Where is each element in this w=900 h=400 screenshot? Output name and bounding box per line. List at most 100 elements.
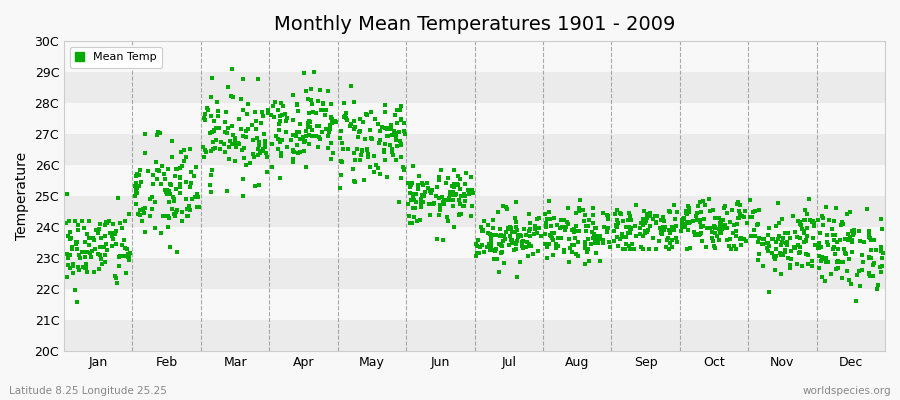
Point bbox=[464, 174, 479, 180]
Point bbox=[481, 222, 495, 228]
Point bbox=[475, 228, 490, 234]
Point bbox=[592, 233, 607, 240]
Point bbox=[665, 237, 680, 244]
Point bbox=[534, 233, 548, 240]
Point bbox=[279, 118, 293, 124]
Point bbox=[515, 243, 529, 250]
Point bbox=[791, 242, 806, 248]
Point bbox=[98, 252, 112, 258]
Point bbox=[452, 197, 466, 203]
Point bbox=[264, 112, 278, 118]
Point bbox=[179, 196, 194, 202]
Point bbox=[861, 231, 876, 237]
Point bbox=[158, 171, 172, 177]
Point bbox=[272, 126, 286, 133]
Point bbox=[623, 225, 637, 231]
Point bbox=[426, 201, 440, 208]
Point bbox=[450, 181, 464, 187]
Point bbox=[129, 187, 143, 194]
Point bbox=[680, 211, 694, 218]
Point bbox=[713, 220, 727, 226]
Point bbox=[197, 115, 211, 122]
Point bbox=[775, 215, 789, 222]
Point bbox=[501, 242, 516, 248]
Point bbox=[394, 141, 409, 148]
Point bbox=[373, 128, 387, 134]
Point bbox=[761, 248, 776, 254]
Point bbox=[220, 84, 235, 90]
Point bbox=[225, 122, 239, 129]
Point bbox=[531, 248, 545, 254]
Point bbox=[714, 230, 728, 236]
Point bbox=[850, 272, 864, 278]
Point bbox=[132, 172, 147, 179]
Point bbox=[578, 245, 592, 251]
Point bbox=[435, 167, 449, 174]
Point bbox=[356, 119, 370, 125]
Point bbox=[70, 299, 85, 306]
Point bbox=[325, 117, 339, 124]
Point bbox=[492, 268, 507, 275]
Point bbox=[726, 222, 741, 228]
Point bbox=[58, 220, 73, 226]
Point bbox=[590, 236, 604, 243]
Point bbox=[483, 242, 498, 248]
Point bbox=[655, 231, 670, 237]
Point bbox=[589, 250, 603, 256]
Point bbox=[323, 122, 338, 129]
Point bbox=[473, 224, 488, 230]
Point bbox=[806, 220, 821, 226]
Point bbox=[806, 223, 821, 229]
Point bbox=[462, 191, 476, 198]
Point bbox=[837, 250, 851, 256]
Point bbox=[689, 231, 704, 237]
Point bbox=[387, 130, 401, 136]
Point bbox=[874, 269, 888, 275]
Point bbox=[617, 246, 632, 252]
Point bbox=[237, 106, 251, 113]
Point bbox=[208, 145, 222, 151]
Point bbox=[146, 181, 160, 187]
Point bbox=[855, 252, 869, 258]
Point bbox=[359, 146, 374, 153]
Point bbox=[376, 146, 391, 153]
Point bbox=[402, 183, 417, 190]
Point bbox=[164, 182, 178, 188]
Point bbox=[581, 258, 596, 264]
Point bbox=[586, 212, 600, 218]
Point bbox=[402, 219, 417, 226]
Point bbox=[207, 118, 221, 125]
Point bbox=[430, 184, 445, 190]
Point bbox=[713, 223, 727, 229]
Point bbox=[130, 185, 144, 191]
Point bbox=[62, 265, 77, 271]
Point bbox=[521, 253, 535, 260]
Point bbox=[112, 253, 127, 259]
Point bbox=[167, 196, 182, 202]
Point bbox=[487, 247, 501, 254]
Point bbox=[220, 188, 235, 194]
Point bbox=[712, 226, 726, 232]
Point bbox=[423, 188, 437, 194]
Point bbox=[301, 124, 315, 130]
Point bbox=[662, 209, 677, 215]
Point bbox=[779, 239, 794, 245]
Point bbox=[815, 254, 830, 260]
Point bbox=[796, 227, 811, 234]
Point bbox=[620, 216, 634, 223]
Point bbox=[411, 186, 426, 192]
Point bbox=[291, 150, 305, 156]
Point bbox=[588, 236, 602, 242]
Point bbox=[841, 231, 855, 237]
Point bbox=[615, 233, 629, 239]
Point bbox=[676, 221, 690, 227]
Point bbox=[649, 246, 663, 252]
Point bbox=[793, 249, 807, 255]
Point bbox=[832, 237, 847, 244]
Point bbox=[465, 203, 480, 209]
Bar bbox=[64, 134, 885, 165]
Point bbox=[145, 194, 159, 201]
Point bbox=[875, 255, 889, 261]
Point bbox=[694, 224, 708, 230]
Point bbox=[504, 229, 518, 236]
